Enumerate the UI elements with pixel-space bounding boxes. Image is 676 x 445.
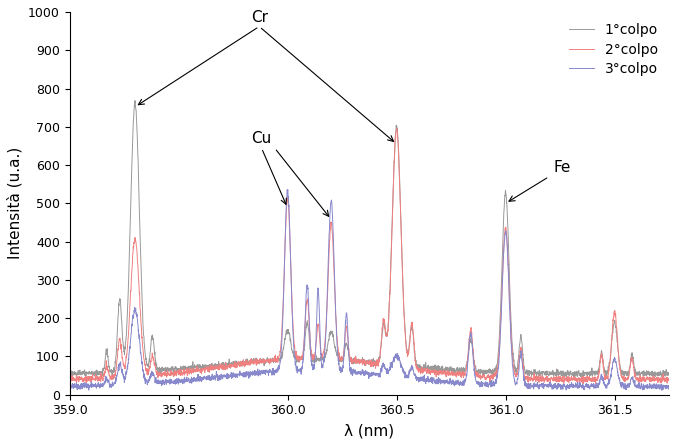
1°colpo (131, 98, 139, 103)
1°colpo (560, 376, 569, 381)
Legend: 1°colpo, 2°colpo, 3°colpo: 1°colpo, 2°colpo, 3°colpo (564, 19, 662, 81)
2°colpo (157, 370, 165, 376)
Text: Fe: Fe (554, 160, 571, 174)
1°colpo (536, 371, 544, 376)
Line: 1°colpo: 1°colpo (70, 101, 669, 378)
2°colpo (665, 377, 673, 382)
X-axis label: λ (nm): λ (nm) (344, 423, 394, 438)
3°colpo (66, 380, 74, 386)
2°colpo (577, 376, 585, 381)
2°colpo (393, 126, 401, 131)
1°colpo (665, 371, 673, 376)
2°colpo (536, 376, 544, 382)
3°colpo (536, 384, 544, 389)
2°colpo (379, 326, 387, 331)
3°colpo (661, 384, 669, 390)
3°colpo (658, 388, 666, 393)
Text: Cr: Cr (251, 10, 268, 24)
2°colpo (592, 381, 600, 386)
2°colpo (661, 379, 669, 384)
2°colpo (66, 377, 74, 382)
1°colpo (661, 369, 669, 374)
1°colpo (195, 364, 203, 369)
1°colpo (158, 365, 166, 371)
Line: 3°colpo: 3°colpo (70, 190, 669, 390)
3°colpo (157, 378, 165, 383)
1°colpo (577, 372, 585, 377)
3°colpo (195, 376, 203, 381)
3°colpo (283, 187, 291, 192)
Y-axis label: Intensità (u.a.): Intensità (u.a.) (7, 147, 22, 259)
3°colpo (379, 364, 387, 370)
3°colpo (577, 384, 585, 389)
3°colpo (665, 385, 673, 391)
2°colpo (195, 367, 203, 372)
1°colpo (66, 368, 74, 373)
Text: Cu: Cu (251, 131, 272, 146)
1°colpo (379, 327, 387, 332)
Line: 2°colpo: 2°colpo (70, 129, 669, 384)
